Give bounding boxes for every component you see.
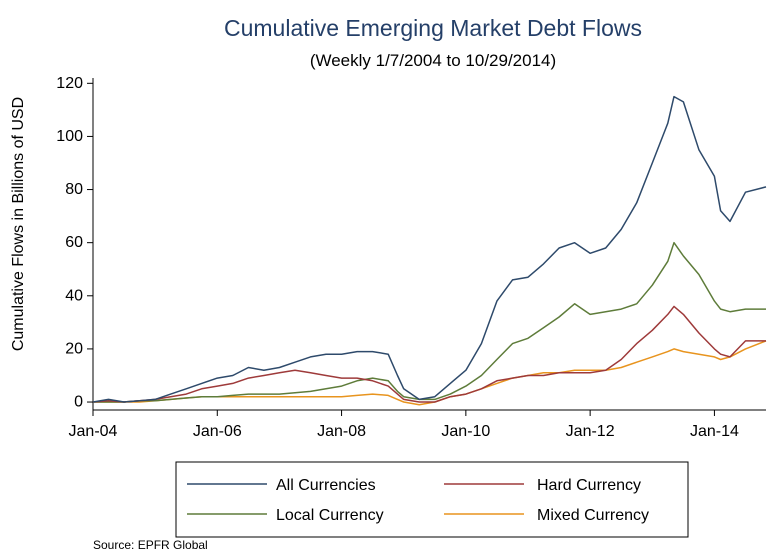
x-tick-label: Jan-04 [69, 423, 118, 440]
series-line-local-currency [93, 241, 766, 403]
y-tick-label: 20 [65, 340, 83, 357]
series-group [92, 95, 767, 406]
chart-title: Cumulative Emerging Market Debt Flows [224, 15, 642, 41]
y-tick-label: 80 [65, 181, 83, 198]
legend-label-mixed-currency: Mixed Currency [537, 507, 649, 524]
x-tick-label: Jan-10 [441, 423, 490, 440]
y-tick-label: 0 [74, 394, 83, 411]
series-line-mixed-currency [93, 340, 767, 406]
chart-subtitle: (Weekly 1/7/2004 to 10/29/2014) [310, 51, 556, 70]
x-tick-label: Jan-08 [317, 423, 366, 440]
y-tick-label: 120 [56, 75, 83, 92]
series-line-all-currencies [92, 95, 767, 403]
y-tick-label: 40 [65, 287, 83, 304]
y-tick-label: 100 [56, 128, 83, 145]
legend-label-local-currency: Local Currency [276, 507, 384, 524]
legend-label-hard-currency: Hard Currency [537, 477, 641, 494]
x-tick-label: Jan-06 [193, 423, 242, 440]
x-tick-label: Jan-12 [566, 423, 615, 440]
series-line-hard-currency [92, 305, 766, 403]
x-tick-label: Jan-14 [690, 423, 739, 440]
legend-label-all-currencies: All Currencies [276, 477, 376, 494]
legend: All Currencies Hard Currency Local Curre… [175, 461, 689, 538]
axes: 0 20 40 60 80 100 120 Jan-04 Jan-06 Jan-08 Jan-10 J… [56, 75, 766, 440]
y-tick-label: 60 [65, 234, 83, 251]
y-axis-label: Cumulative Flows in Billions of USD [10, 97, 27, 351]
legend-box [175, 461, 689, 538]
source-note: Source: EPFR Global [93, 538, 208, 552]
